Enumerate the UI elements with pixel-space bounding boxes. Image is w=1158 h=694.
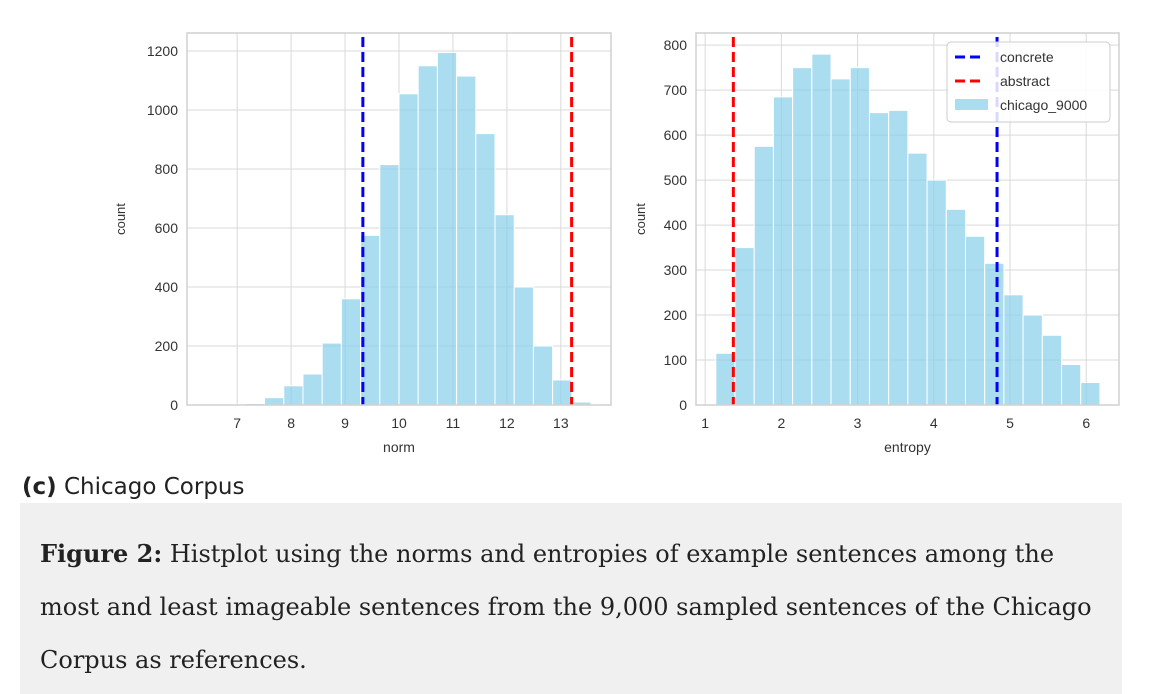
histogram-bar [360, 234, 381, 406]
histogram-bar [907, 152, 928, 406]
x-tick-label: 10 [391, 415, 407, 431]
y-axis-label: count [633, 203, 648, 235]
x-tick-label: 1 [701, 415, 709, 431]
x-tick-label: 8 [287, 415, 295, 431]
histogram-bar [456, 75, 477, 406]
x-tick-label: 6 [1082, 415, 1090, 431]
histogram-bar [264, 397, 285, 406]
subcaption-label: (c) [22, 474, 57, 500]
histogram-bar [849, 67, 870, 406]
x-tick-label: 7 [233, 415, 241, 431]
histogram-bar [436, 51, 458, 406]
histogram-bar [475, 133, 496, 406]
x-tick-label: 2 [777, 415, 785, 431]
histogram-bar [417, 65, 438, 406]
y-tick-label: 0 [679, 397, 687, 413]
y-tick-label: 0 [170, 397, 178, 413]
x-tick-label: 5 [1006, 415, 1014, 431]
histogram-bar [734, 247, 755, 406]
x-tick-label: 11 [446, 415, 461, 431]
caption-label: Figure 2: [40, 539, 163, 568]
x-tick-label: 13 [553, 415, 569, 431]
histogram-bar [494, 214, 515, 406]
y-tick-label: 500 [664, 172, 688, 188]
y-tick-label: 800 [664, 37, 688, 53]
histogram-bar [302, 373, 323, 406]
legend-label: concrete [1000, 49, 1054, 65]
histogram-bar [830, 78, 851, 406]
subcaption-text: Chicago Corpus [56, 474, 245, 500]
x-tick-label: 9 [341, 415, 349, 431]
histogram-bar [811, 53, 832, 406]
x-tick-label: 3 [854, 415, 862, 431]
histogram-bar [888, 109, 909, 406]
histogram-bar [926, 179, 947, 406]
legend-swatch-chicago_9000 [955, 99, 988, 110]
histogram-bar [868, 112, 890, 406]
histogram-bar [532, 345, 554, 406]
histogram-bar [945, 208, 967, 406]
y-tick-label: 600 [664, 127, 688, 143]
histogram-bar [1041, 334, 1063, 406]
y-axis-label: count [113, 203, 128, 235]
caption-text: Histplot using the norms and entropies o… [40, 540, 1092, 674]
histogram-bar [321, 342, 342, 406]
histogram-bar [552, 379, 573, 406]
y-tick-label: 400 [664, 217, 688, 233]
y-tick-label: 300 [664, 262, 688, 278]
histogram-bar [1022, 314, 1043, 406]
legend-label: chicago_9000 [1000, 97, 1087, 113]
histogram-bar [1080, 382, 1101, 406]
figure-caption: Figure 2: Histplot using the norms and e… [20, 503, 1122, 694]
x-tick-label: 12 [499, 415, 515, 431]
y-tick-label: 400 [155, 279, 179, 295]
histogram-bar [1003, 294, 1024, 406]
plot-frame [695, 32, 1120, 406]
histogram-bar [340, 298, 362, 406]
legend-label: abstract [1000, 73, 1050, 89]
y-tick-label: 200 [155, 338, 179, 354]
y-tick-label: 700 [664, 82, 688, 98]
x-axis-label: entropy [884, 439, 931, 455]
y-tick-label: 1200 [147, 43, 178, 59]
histogram-bar [984, 262, 1005, 406]
histogram-bar [1061, 364, 1082, 406]
histogram-bar [398, 93, 419, 406]
histogram-bar [513, 286, 534, 406]
y-tick-label: 100 [664, 352, 688, 368]
y-tick-label: 200 [664, 307, 688, 323]
plot-frame [186, 32, 612, 406]
histogram-bar [283, 385, 304, 406]
histogram-bar [379, 164, 400, 406]
y-tick-label: 1000 [147, 102, 178, 118]
x-tick-label: 4 [930, 415, 938, 431]
subcaption: (c) Chicago Corpus [22, 474, 244, 500]
histogram-bar [792, 67, 813, 406]
y-tick-label: 800 [155, 161, 179, 177]
histogram-bar [753, 145, 774, 406]
histogram-bar [965, 235, 986, 406]
y-tick-label: 600 [155, 220, 179, 236]
histogram-bar [772, 96, 794, 406]
x-axis-label: norm [383, 439, 415, 455]
